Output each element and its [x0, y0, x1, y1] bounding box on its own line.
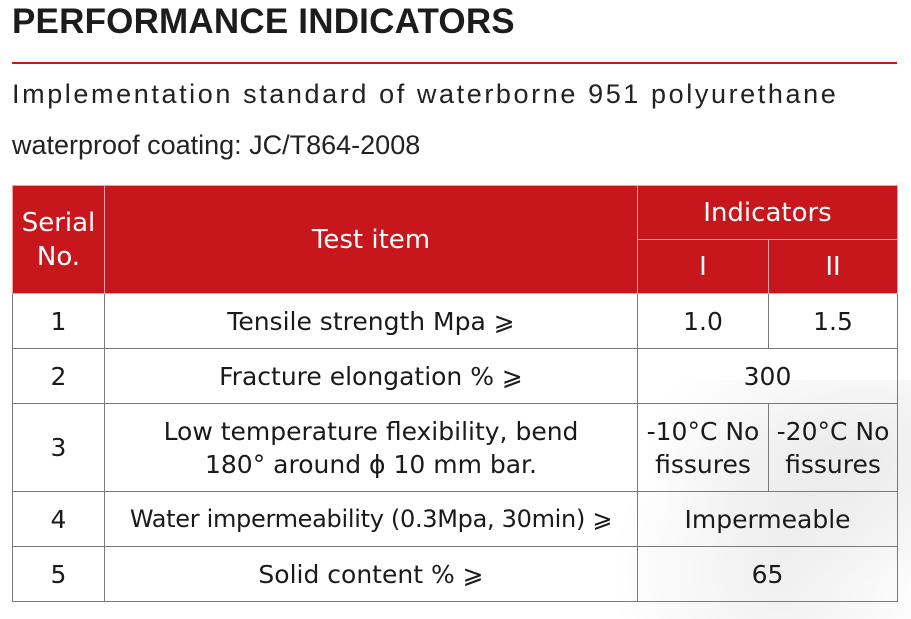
table-row: 1 Tensile strength Mpa ⩾ 1.0 1.5: [12, 293, 899, 349]
cell-grade-2-line1: -20°C No: [776, 416, 890, 446]
cell-grade-1-line2: fissures: [655, 449, 751, 479]
title-divider: [12, 62, 897, 64]
cell-grade-1-line1: -10°C No: [646, 416, 760, 446]
cell-test-item-line1: Low temperature flexibility, bend: [163, 416, 579, 446]
standard-intro-line-1: Implementation standard of waterborne 95…: [12, 79, 839, 109]
table-row: 5 Solid content % ⩾ 65: [12, 546, 899, 602]
cell-grade-2-line2: fissures: [785, 449, 881, 479]
cell-test-item: Fracture elongation % ⩾: [104, 348, 638, 404]
cell-serial: 4: [12, 491, 105, 547]
cell-test-item: Solid content % ⩾: [104, 546, 638, 602]
header-serial-no: Serial No.: [12, 185, 105, 294]
standard-intro-line-2: waterproof coating: JC/T864-2008: [12, 130, 421, 160]
cell-grade-1: -10°C No fissures: [637, 403, 769, 492]
table-subheader-row: I II: [13, 239, 899, 294]
cell-grade-2: 1.5: [767, 293, 899, 349]
page-title: PERFORMANCE INDICATORS: [12, 2, 515, 41]
cell-test-item: Water impermeability (0.3Mpa, 30min) ⩾: [104, 491, 638, 547]
header-serial-line2: No.: [36, 241, 81, 272]
header-test-item: Test item: [104, 185, 638, 294]
header-grade-1: I: [637, 239, 769, 294]
cell-merged-value: 65: [636, 546, 899, 602]
table-row: 2 Fracture elongation % ⩾ 300: [12, 348, 899, 404]
header-grade-2: II: [767, 239, 899, 294]
cell-test-item: Low temperature flexibility, bend 180° a…: [104, 403, 638, 492]
cell-grade-1: 1.0: [637, 293, 769, 349]
header-serial-line1: Serial: [21, 207, 96, 238]
cell-serial: 2: [12, 348, 105, 404]
cell-serial: 5: [12, 546, 105, 602]
header-indicators: Indicators: [636, 185, 899, 240]
performance-table: Serial No. Test item Indicators I II 1 T…: [12, 185, 899, 602]
cell-test-item: Tensile strength Mpa ⩾: [104, 293, 638, 349]
table-row: 4 Water impermeability (0.3Mpa, 30min) ⩾…: [12, 491, 899, 547]
table-row: 3 Low temperature flexibility, bend 180°…: [12, 403, 899, 492]
cell-merged-value: 300: [636, 348, 899, 404]
cell-serial: 3: [12, 403, 105, 492]
cell-grade-2: -20°C No fissures: [767, 403, 899, 492]
table-header-row: Serial No. Test item Indicators: [12, 185, 899, 294]
cell-merged-value: Impermeable: [636, 491, 899, 547]
cell-serial: 1: [12, 293, 105, 349]
cell-test-item-line2: 180° around ϕ 10 mm bar.: [205, 449, 537, 479]
